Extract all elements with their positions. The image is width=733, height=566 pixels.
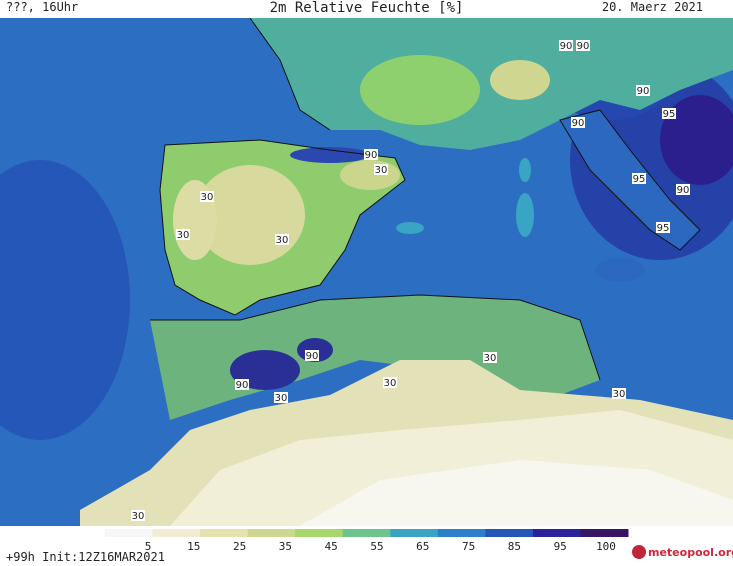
colorbar-segment [152,529,201,537]
colorbar-tick-label: 95 [553,540,567,553]
colorbar-segment [247,529,296,537]
colorbar-segment [437,529,486,537]
brand-text: meteopool.org [648,546,733,559]
header-bar: ???, 16Uhr 2m Relative Feuchte [%] 20. M… [0,0,733,18]
brand-logo[interactable]: meteopool.org [632,546,733,559]
svg-text:95: 95 [657,223,670,234]
land-sardinia [516,193,534,237]
colorbar-segment [342,529,391,537]
colorbar-segment [390,529,439,537]
forecast-date: 20. Maerz 2021 [601,0,703,14]
forecast-time-label: ???, 16Uhr [6,0,79,14]
contour-label: 90 [676,184,690,196]
init-time-label: +99h Init:12Z16MAR2021 [6,550,165,564]
svg-text:90: 90 [577,41,590,52]
very-dry-zone [300,460,733,526]
contour-label: 90 [571,117,585,129]
contour-label: 30 [275,234,289,246]
colorbar-tick-label: 85 [507,540,522,553]
colorbar-tick-label: 25 [232,540,247,553]
colorbar [105,529,629,537]
svg-text:90: 90 [637,86,650,97]
coastline-france [249,18,331,131]
contour-label: 90 [636,85,650,97]
svg-text:30: 30 [613,389,626,400]
colorbar-segment [532,529,581,537]
contour-label: 90 [364,149,378,161]
contour-label: 30 [274,392,288,404]
colorbar-tick-label: 100 [596,540,616,553]
contour-label: 30 [483,352,497,364]
humidity-map: 90 90 90 95 90 90 30 30 30 30 95 90 95 9… [0,18,733,526]
map-canvas: 90 90 90 95 90 90 30 30 30 30 95 90 95 9… [0,18,733,526]
colorbar-tick-label: 35 [278,540,293,553]
colorbar-tick-label: 75 [461,540,476,553]
svg-text:30: 30 [201,192,214,203]
coastline-africa [150,294,601,381]
colorbar-tick-label: 55 [370,540,384,553]
contour-label: 30 [383,377,397,389]
land-sicily [595,258,645,282]
coastline-iberia [159,139,406,316]
contour-label: 90 [235,379,249,391]
svg-text:30: 30 [484,353,497,364]
land-italy [560,110,700,250]
svg-text:95: 95 [633,174,646,185]
svg-text:90: 90 [365,150,378,161]
colorbar-segment [200,529,249,537]
colorbar-tick-label: 5 [144,540,152,553]
svg-text:30: 30 [132,511,145,522]
colorbar-segment [105,529,154,537]
svg-text:90: 90 [236,380,249,391]
dry-zone [340,160,400,190]
land-balearics [396,222,424,234]
colorbar-tick-label: 65 [416,540,430,553]
contour-labels: 90 90 90 95 90 90 30 30 30 30 95 90 95 9… [131,40,690,522]
svg-text:90: 90 [572,118,585,129]
contour-label: 90 [576,40,590,52]
coastline-italy [559,109,701,251]
svg-text:30: 30 [384,378,397,389]
svg-text:30: 30 [275,393,288,404]
contour-label: 95 [656,222,670,234]
contour-label: 30 [131,510,145,522]
contour-label: 30 [176,229,190,241]
colorbar-segment [580,529,629,537]
svg-text:90: 90 [306,351,319,362]
contour-label: 90 [305,350,319,362]
svg-text:30: 30 [375,165,388,176]
colorbar-tick-label: 45 [324,540,338,553]
svg-text:95: 95 [663,109,676,120]
contour-label: 95 [632,173,646,185]
svg-text:30: 30 [276,235,289,246]
colorbar-segment [295,529,344,537]
map-title: 2m Relative Feuchte [%] [269,0,464,16]
contour-label: 90 [559,40,573,52]
humid-zone [660,95,733,185]
contour-label: 95 [662,108,676,120]
dry-zone [490,60,550,100]
contour-label: 30 [374,164,388,176]
colorbar-segment [485,529,534,537]
moderate-zone [360,55,480,125]
colorbar-tick-label: 15 [187,540,201,553]
contour-label: 30 [612,388,626,400]
svg-text:30: 30 [177,230,190,241]
land-corsica [519,158,531,182]
svg-text:90: 90 [560,41,573,52]
humid-zone [290,147,370,163]
svg-text:90: 90 [677,185,690,196]
logo-icon [632,545,646,559]
humid-zone [0,160,130,440]
contour-label: 30 [200,191,214,203]
